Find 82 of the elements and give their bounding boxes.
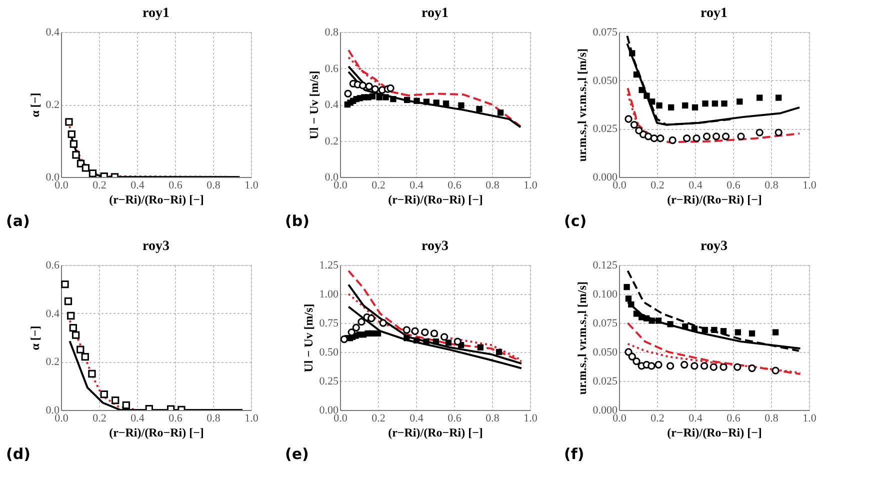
x-tick-label: 0.0 [54,180,69,192]
y-tick-label: 0.50 [319,346,339,358]
y-tick-label: 0.4 [46,26,60,38]
x-axis-title: (r−Ri)/(Ro−Ri) [−] [109,192,204,206]
x-tick-label: 1.0 [524,412,538,424]
x-axis-title: (r−Ri)/(Ro−Ri) [−] [109,426,204,440]
x-tick-label: 0.4 [688,180,703,192]
y-tick-label: 0.050 [592,74,618,87]
x-tick-label: 0.8 [486,180,500,192]
y-tick-label: 0.050 [592,346,618,358]
x-tick-label: 0.0 [612,180,627,192]
text: (f) [564,445,584,463]
chart-title: roy3 [422,239,448,254]
y-tick-label: 0.075 [592,26,618,38]
x-tick-label: 0.6 [168,180,183,192]
y-tick-label: 0.2 [46,356,60,368]
y-tick-label: 1.25 [319,260,339,272]
chart-title: roy1 [422,6,448,21]
x-tick-label: 0.6 [726,412,741,424]
x-tick-label: 0.0 [334,180,348,192]
x-axis-title: (r−Ri)/(Ro−Ri) [−] [388,426,483,440]
x-tick-label: 0.2 [650,180,664,192]
y-tick-label: 0.4 [324,99,339,111]
y-axis-title: Ul − Uv [m/s] [306,70,321,140]
text: (b) [285,212,310,230]
y-tick-label: 0.025 [592,376,618,388]
y-tick-label: 0.2 [46,99,60,111]
y-axis-title: Ul − Uv [m/s] [301,304,316,372]
x-tick-label: 0.4 [410,180,424,192]
y-tick-label: 0.2 [324,135,338,148]
x-tick-label: 0.2 [372,412,386,424]
text: (c) [564,212,587,230]
chart-title: roy3 [142,239,170,254]
x-tick-label: 0.6 [448,412,462,424]
y-tick-label: 0.6 [46,260,60,272]
x-axis-title: (r−Ri)/(Ro−Ri) [−] [667,192,762,206]
chart-title: roy1 [700,6,728,21]
y-tick-label: 0.125 [592,260,618,272]
y-tick-label: 0.025 [592,123,618,136]
x-tick-label: 0.8 [486,412,500,424]
x-tick-label: 0.8 [764,180,779,192]
x-tick-label: 0.2 [372,180,386,192]
x-tick-label: 0.4 [688,412,703,424]
x-tick-label: 0.0 [612,412,627,424]
y-tick-label: 0.25 [319,376,339,388]
x-tick-label: 0.4 [130,180,145,192]
x-tick-label: 0.8 [206,412,221,424]
y-axis-title: ur.m.s.,l vr.m.s.,l [m/s] [574,48,589,162]
y-tick-label: 0.6 [324,62,339,75]
y-axis-title: α [−] [28,326,42,350]
x-tick-label: 1.0 [802,412,817,424]
x-tick-label: 1.0 [802,180,817,192]
y-tick-label: 0.75 [319,318,339,330]
text: (e) [285,445,309,463]
x-tick-label: 0.8 [764,412,779,424]
x-tick-label: 0.4 [410,412,424,424]
x-tick-label: 1.0 [524,180,538,192]
chart-title: roy1 [142,6,170,21]
x-axis-title: (r−Ri)/(Ro−Ri) [−] [388,192,483,206]
text: (a) [6,212,30,230]
y-tick-label: 0.075 [592,318,618,330]
x-tick-label: 0.6 [726,180,741,192]
x-tick-label: 1.0 [244,412,259,424]
y-axis-title: α [−] [28,92,42,118]
text: (d) [6,445,30,463]
x-tick-label: 0.6 [448,180,462,192]
chart-title: roy3 [700,239,728,254]
y-axis-title: ur.m.s.,l vr.m.s.,l [m/s] [574,281,589,395]
x-tick-label: 0.2 [92,412,106,424]
x-tick-label: 1.0 [244,180,259,192]
x-tick-label: 0.6 [168,412,183,424]
y-tick-label: 1.00 [319,288,339,300]
x-tick-label: 0.8 [206,180,221,192]
x-tick-label: 0.2 [92,180,106,192]
y-tick-label: 0.4 [46,308,60,320]
x-tick-label: 0.0 [54,412,69,424]
x-tick-label: 0.4 [130,412,145,424]
x-tick-label: 0.2 [650,412,664,424]
y-tick-label: 0.100 [592,288,618,300]
x-tick-label: 0.0 [334,412,348,424]
y-tick-label: 0.8 [324,26,339,38]
x-axis-title: (r−Ri)/(Ro−Ri) [−] [667,426,762,440]
